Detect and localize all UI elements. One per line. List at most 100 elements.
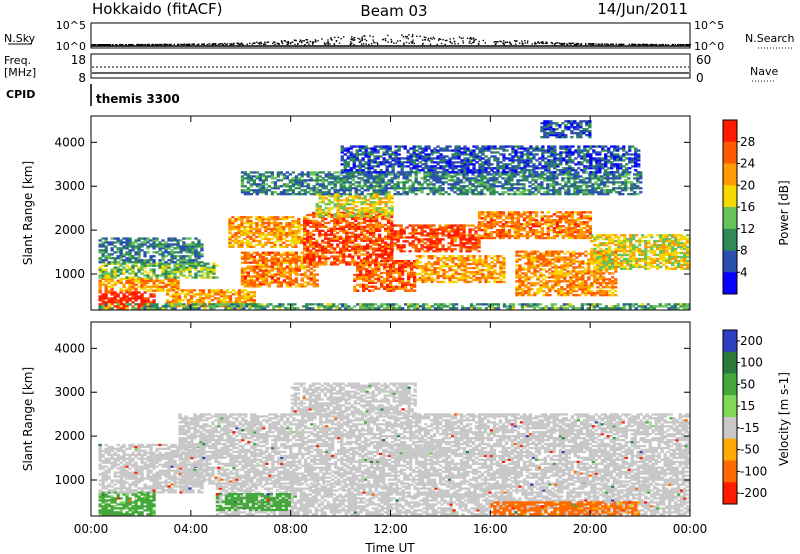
- range-cell: [188, 270, 192, 273]
- nsky-point: [364, 35, 366, 37]
- range-cell: [252, 285, 256, 288]
- range-cell: [116, 239, 120, 242]
- range-cell: [101, 295, 105, 298]
- range-cell: [410, 273, 414, 277]
- range-cell: [249, 231, 253, 235]
- range-cell: [309, 225, 313, 228]
- range-cell: [659, 253, 663, 257]
- range-cell: [237, 225, 241, 229]
- nsky-point: [323, 42, 326, 44]
- range-cell: [430, 280, 434, 284]
- range-cell: [451, 280, 455, 284]
- range-cell: [194, 262, 198, 265]
- nsky-point: [558, 42, 560, 44]
- range-cell: [418, 276, 422, 280]
- range-cell: [137, 239, 141, 242]
- range-cell: [303, 281, 307, 284]
- range-cell: [261, 243, 265, 246]
- range-cell: [677, 261, 681, 264]
- range-cell: [650, 234, 654, 237]
- range-cell: [365, 279, 369, 282]
- range-cell: [119, 268, 123, 271]
- date-title: 14/Jun/2011: [597, 0, 688, 18]
- range-cell: [219, 289, 224, 292]
- range-cell: [264, 279, 268, 282]
- range-cell: [499, 272, 503, 276]
- range-cell: [294, 285, 298, 288]
- range-cell: [98, 276, 102, 279]
- nsky-point: [226, 43, 228, 45]
- range-cell: [573, 236, 577, 240]
- range-cell: [516, 229, 521, 232]
- range-cell: [300, 259, 304, 262]
- range-cell: [372, 217, 376, 221]
- range-cell: [414, 238, 418, 241]
- nsky-point: [678, 43, 680, 46]
- nsky-point: [354, 39, 356, 41]
- range-cell: [611, 250, 615, 253]
- range-cell: [584, 286, 588, 289]
- nsky-point: [112, 44, 114, 46]
- range-cell: [515, 252, 519, 255]
- range-cell: [656, 257, 660, 261]
- range-cell: [171, 299, 176, 302]
- range-cell: [228, 245, 232, 248]
- range-cell: [182, 259, 186, 262]
- range-cell: [614, 266, 618, 269]
- range-cell: [330, 261, 334, 264]
- range-cell: [101, 299, 105, 302]
- range-cell: [381, 225, 385, 228]
- range-cell: [683, 251, 687, 255]
- range-cell: [128, 251, 132, 254]
- range-cell: [665, 259, 669, 262]
- range-cell: [572, 290, 576, 293]
- range-cell: [125, 251, 129, 254]
- range-cell: [442, 261, 446, 264]
- range-cell: [291, 279, 295, 282]
- range-cell: [566, 284, 570, 287]
- range-cell: [483, 215, 488, 218]
- range-cell: [255, 229, 259, 233]
- range-cell: [210, 295, 215, 298]
- range-cell: [116, 301, 120, 304]
- nsky-point: [225, 43, 227, 46]
- range-cell: [104, 305, 108, 308]
- range-cell: [164, 270, 168, 273]
- range-cell: [515, 276, 519, 279]
- range-cell: [119, 272, 123, 275]
- range-cell: [522, 213, 527, 216]
- range-cell: [368, 275, 372, 279]
- range-cell: [545, 276, 549, 279]
- range-cell: [668, 253, 672, 257]
- range-cell: [513, 229, 518, 232]
- range-cell: [490, 265, 494, 268]
- range-cell: [462, 228, 466, 231]
- range-cell: [528, 229, 533, 232]
- range-cell: [309, 283, 313, 286]
- range-cell: [374, 277, 378, 280]
- nsky-point: [524, 42, 526, 44]
- range-cell: [477, 229, 482, 232]
- range-cell: [411, 236, 415, 239]
- range-cell: [125, 257, 129, 260]
- range-cell: [638, 243, 642, 247]
- range-cell: [98, 261, 102, 264]
- range-cell: [689, 263, 690, 266]
- range-cell: [158, 253, 162, 256]
- range-cell: [504, 234, 509, 238]
- range-cell: [381, 215, 385, 219]
- range-cell: [375, 249, 379, 252]
- range-cell: [312, 215, 316, 219]
- range-cell: [216, 293, 221, 296]
- range-cell: [261, 261, 265, 264]
- range-cell: [258, 255, 262, 258]
- range-cell: [608, 267, 612, 270]
- range-cell: [563, 272, 567, 275]
- range-cell: [480, 234, 485, 238]
- range-cell: [246, 283, 250, 286]
- range-cell: [596, 270, 600, 273]
- range-cell: [596, 272, 600, 275]
- range-cell: [659, 236, 663, 239]
- range-cell: [243, 297, 247, 300]
- range-cell: [222, 295, 227, 298]
